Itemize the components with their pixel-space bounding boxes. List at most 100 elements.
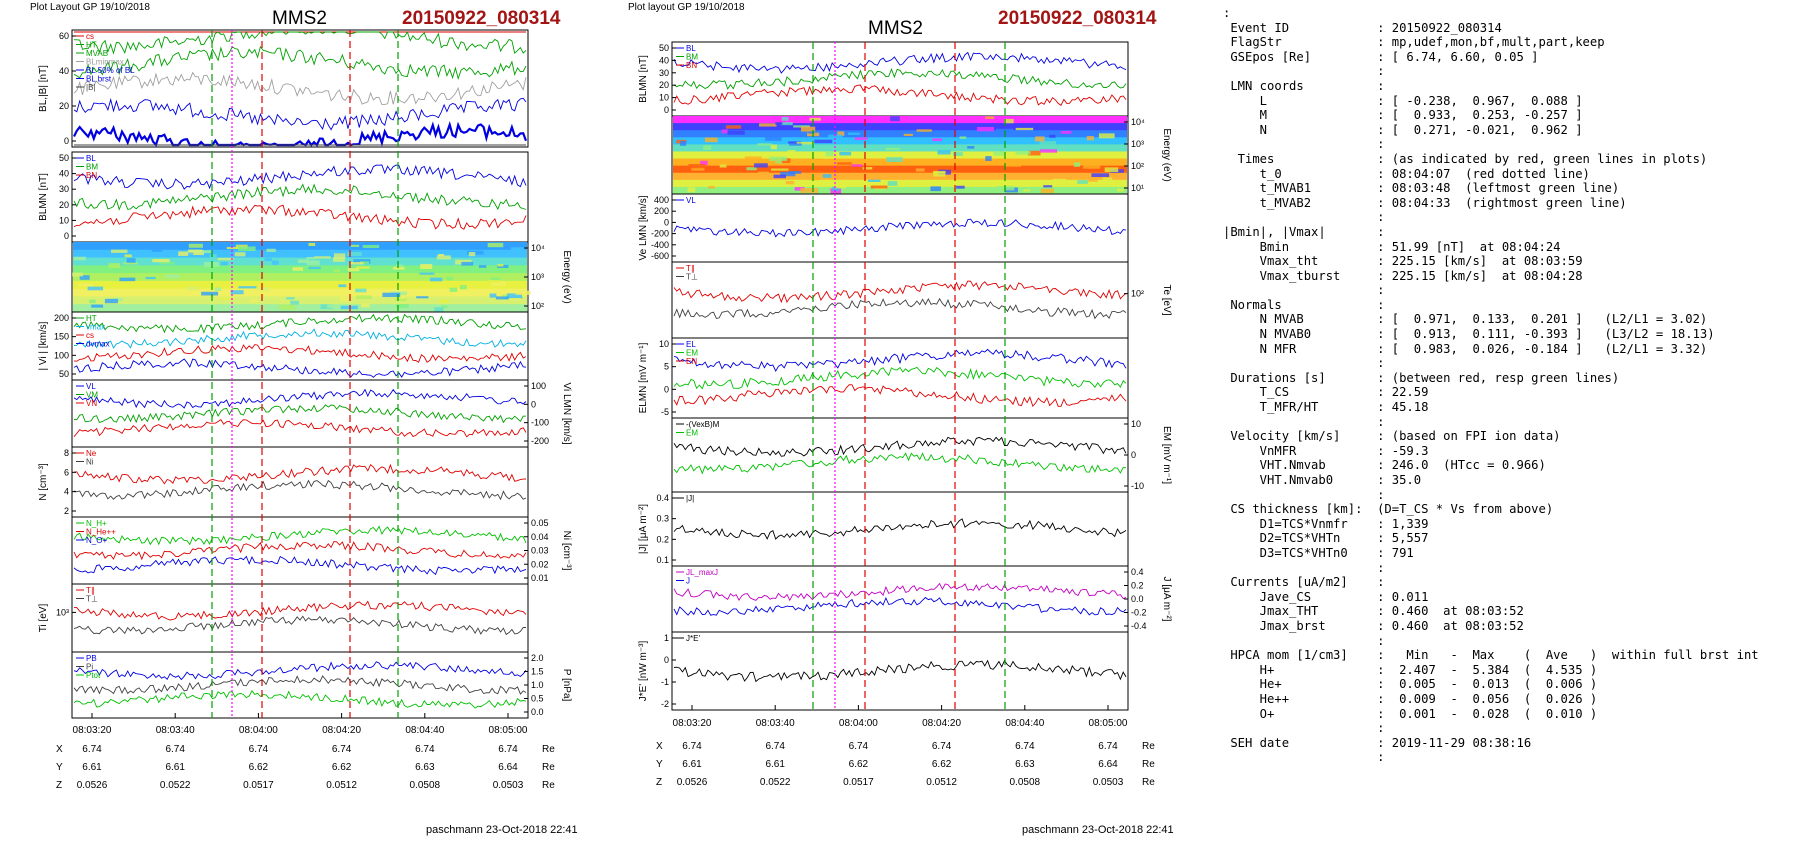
legend-label: MVAB	[86, 49, 108, 58]
position-value: 6.62	[932, 759, 952, 770]
spectrogram-pixel	[201, 291, 219, 296]
spectrogram-pixel	[437, 254, 445, 257]
spectrogram-pixel	[787, 149, 796, 155]
position-value: 6.74	[682, 741, 702, 752]
legend-label: VL	[86, 382, 96, 391]
spectrogram-pixel	[395, 297, 407, 302]
data-trace	[73, 164, 527, 190]
spectrogram-pixel	[327, 304, 334, 309]
spectrogram-pixel	[497, 264, 504, 267]
spectrogram-pixel	[933, 170, 946, 173]
spectrogram-pixel	[721, 129, 729, 134]
panel-spec: 10⁴ 10³ 10² 10¹ Energy (eV)	[671, 115, 1172, 195]
y-axis-label: Ve LMN [km/s]	[638, 195, 649, 260]
position-value: 0.0508	[1010, 777, 1041, 788]
info-line: Event ID : 20150922_080314	[1223, 20, 1502, 35]
info-line: Jmax_brst : 0.460 at 08:03:52	[1223, 618, 1524, 633]
position-value: 0.0526	[77, 780, 108, 791]
spectrogram-pixel	[959, 136, 967, 139]
spectrogram-pixel	[72, 272, 84, 277]
spectrogram-pixel	[1003, 118, 1014, 124]
spectrogram-pixel	[793, 125, 810, 128]
y-tick-label: 50	[659, 43, 669, 53]
position-value: 6.64	[498, 762, 518, 773]
position-value: 0.0517	[843, 777, 874, 788]
y-tick-label: 100	[54, 350, 69, 360]
info-line: M : [ 0.933, 0.253, -0.257 ]	[1223, 108, 1583, 123]
spectrogram-pixel	[933, 171, 946, 177]
y-tick-label: 10³	[531, 272, 544, 282]
legend-label: T∥	[86, 586, 95, 595]
spectrogram-pixel	[320, 304, 333, 310]
y-tick-label: 40	[59, 66, 69, 76]
position-row-label: X	[56, 744, 63, 755]
spectrogram-pixel	[825, 151, 834, 157]
legend-label: cs	[86, 331, 94, 340]
spectrogram-pixel	[338, 284, 347, 288]
spectrogram-pixel	[249, 298, 258, 303]
spectrogram-pixel	[455, 245, 474, 250]
spectrogram-pixel	[395, 264, 404, 267]
spectrogram-pixel	[111, 249, 128, 253]
data-trace	[673, 84, 1127, 106]
spectrogram-pixel	[392, 266, 405, 270]
spectrogram-pixel	[956, 185, 965, 189]
mid-event-title: 20150922_080314	[998, 8, 1157, 29]
position-value: 6.61	[82, 762, 102, 773]
y-tick-label: 50	[59, 369, 69, 379]
spectrogram-pixel	[700, 123, 715, 126]
spectrogram-pixel	[915, 168, 925, 172]
y-tick-label: 0	[664, 105, 669, 115]
spectrogram-pixel	[355, 288, 367, 293]
spectrogram-pixel	[1070, 117, 1087, 122]
spectrogram-pixel	[188, 243, 203, 248]
y-tick-label: 0.03	[531, 546, 549, 556]
spectrogram-pixel	[429, 277, 443, 282]
y-tick-label: 1.0	[531, 680, 544, 690]
spectrogram-pixel	[719, 164, 727, 168]
data-trace	[673, 51, 1127, 74]
y-tick-label: 10³	[56, 607, 69, 617]
y-axis-label: N [cm⁻³]	[38, 463, 49, 501]
y-tick-label: -400	[651, 240, 669, 250]
spectrogram-pixel	[837, 162, 852, 165]
info-line: :	[1223, 414, 1385, 429]
spectrogram-pixel	[399, 296, 406, 299]
spectrogram-pixel	[333, 269, 341, 273]
info-line: D1=TCS*Vnmfr : 1,339	[1223, 516, 1429, 531]
spectrogram-pixel	[416, 296, 429, 299]
y-tick-label: 50	[59, 153, 69, 163]
position-value: 6.61	[765, 759, 785, 770]
spectrogram-pixel	[771, 168, 789, 171]
legend-label: BL brst	[86, 75, 112, 84]
info-line: N MVAB : [ 0.971, 0.133, 0.201 ] (L2/L1 …	[1223, 312, 1708, 327]
spectrogram-pixel	[828, 134, 843, 139]
spectrogram-pixel	[765, 136, 782, 141]
data-trace	[73, 541, 527, 561]
position-value: 6.64	[1098, 759, 1118, 770]
x-tick-label: 08:04:40	[405, 725, 444, 736]
spectrogram-pixel	[1015, 127, 1034, 131]
y-tick-label: 10²	[1131, 161, 1144, 171]
legend-label: JL_maxJ	[686, 568, 718, 577]
y-tick-label: 20	[59, 101, 69, 111]
position-value: 0.0526	[677, 777, 708, 788]
spectrogram-band	[673, 137, 1127, 145]
y-tick-label: 1	[664, 633, 669, 643]
mid-spacecraft-title: MMS2	[868, 18, 923, 39]
legend-label: T∥	[686, 264, 695, 273]
spectrogram-band	[73, 296, 527, 305]
position-value: 0.0503	[493, 780, 524, 791]
position-value: 6.74	[932, 741, 952, 752]
legend-label: Ptot	[86, 671, 101, 680]
y-tick-label: 40	[59, 169, 69, 179]
position-row-label: Z	[656, 777, 662, 788]
spectrogram-pixel	[890, 116, 900, 122]
spectrogram-pixel	[449, 287, 458, 292]
spectrogram-pixel	[796, 141, 815, 145]
spectrogram-pixel	[399, 273, 412, 277]
position-unit: Re	[1142, 759, 1155, 770]
spectrogram-pixel	[238, 246, 256, 252]
